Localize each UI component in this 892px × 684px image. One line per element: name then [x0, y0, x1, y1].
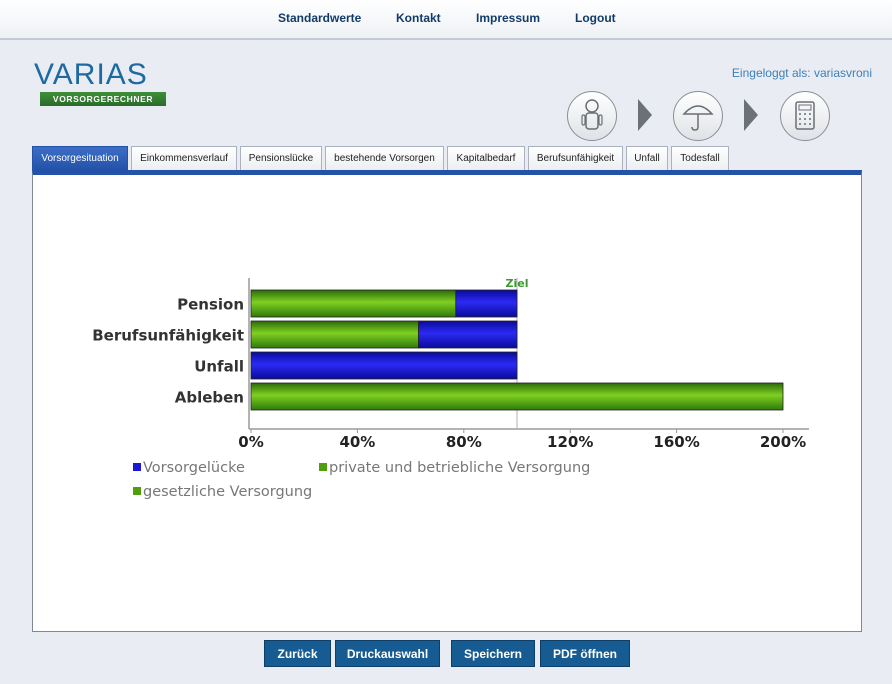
- tab-vorsorgesituation[interactable]: Vorsorgesituation: [32, 146, 128, 170]
- legend-label: gesetzliche Versorgung: [143, 484, 312, 500]
- legend-swatch: [319, 463, 327, 471]
- step-arrow-icon: [638, 99, 652, 131]
- open-pdf-button[interactable]: PDF öffnen: [540, 640, 630, 667]
- x-tick-label: 40%: [339, 433, 375, 451]
- bar-vorsorgelücke: [418, 320, 518, 349]
- target-label: Ziel: [506, 277, 529, 290]
- tab-bestehende-vorsorgen[interactable]: bestehende Vorsorgen: [325, 146, 444, 170]
- x-tick-label: 200%: [760, 433, 806, 451]
- category-label: Ableben: [175, 389, 244, 407]
- bar-gesetzliche-versorgung: [250, 382, 784, 411]
- category-label: Pension: [177, 296, 244, 314]
- save-button[interactable]: Speichern: [451, 640, 535, 667]
- legend-label: private und betriebliche Versorgung: [329, 460, 590, 476]
- nav-kontakt[interactable]: Kontakt: [396, 11, 441, 25]
- tab-pensionsluecke[interactable]: Pensionslücke: [240, 146, 322, 170]
- legend-swatch: [133, 463, 141, 471]
- calculator-icon[interactable]: [780, 91, 830, 141]
- varias-logo: VARIAS VORSORGERECHNER: [34, 58, 168, 108]
- tab-berufsunfaehigkeit[interactable]: Berufsunfähigkeit: [528, 146, 623, 170]
- top-navigation: Standardwerte Kontakt Impressum Logout: [0, 0, 892, 40]
- umbrella-icon[interactable]: [673, 91, 723, 141]
- x-tick-label: 160%: [653, 433, 699, 451]
- bar-vorsorgelücke: [455, 289, 518, 318]
- bar-vorsorgelücke: [250, 351, 518, 380]
- bar-gesetzliche-versorgung: [250, 289, 457, 318]
- x-tick-label: 0%: [238, 433, 263, 451]
- nav-logout[interactable]: Logout: [575, 11, 616, 25]
- step-arrow-icon: [744, 99, 758, 131]
- login-status: Eingeloggt als: variasvroni: [731, 66, 872, 80]
- x-tick-label: 80%: [446, 433, 482, 451]
- print-selection-button[interactable]: Druckauswahl: [335, 640, 440, 667]
- category-label: Berufsunfähigkeit: [92, 327, 244, 345]
- bar-gesetzliche-versorgung: [250, 320, 419, 349]
- tab-todesfall[interactable]: Todesfall: [671, 146, 729, 170]
- nav-impressum[interactable]: Impressum: [476, 11, 541, 25]
- content-panel: Ziel 0% 40% 80% 120% 160% 200% Pension Berufsunf…: [32, 170, 862, 632]
- tab-kapitalbedarf[interactable]: Kapitalbedarf: [447, 146, 525, 170]
- x-tick-label: 120%: [547, 433, 593, 451]
- tab-einkommensverlauf[interactable]: Einkommensverlauf: [131, 146, 237, 170]
- logo-word: VARIAS: [34, 58, 148, 91]
- back-button[interactable]: Zurück: [264, 640, 331, 667]
- category-label: Unfall: [194, 358, 244, 376]
- logo-subtitle: VORSORGERECHNER: [40, 92, 166, 106]
- tab-unfall[interactable]: Unfall: [626, 146, 668, 170]
- provision-chart: Ziel 0% 40% 80% 120% 160% 200% Pension Berufsunf…: [92, 277, 809, 500]
- nav-standardwerte[interactable]: Standardwerte: [278, 11, 362, 25]
- person-icon[interactable]: [567, 91, 617, 141]
- legend-swatch: [133, 487, 141, 495]
- legend-label: Vorsorgelücke: [143, 460, 245, 476]
